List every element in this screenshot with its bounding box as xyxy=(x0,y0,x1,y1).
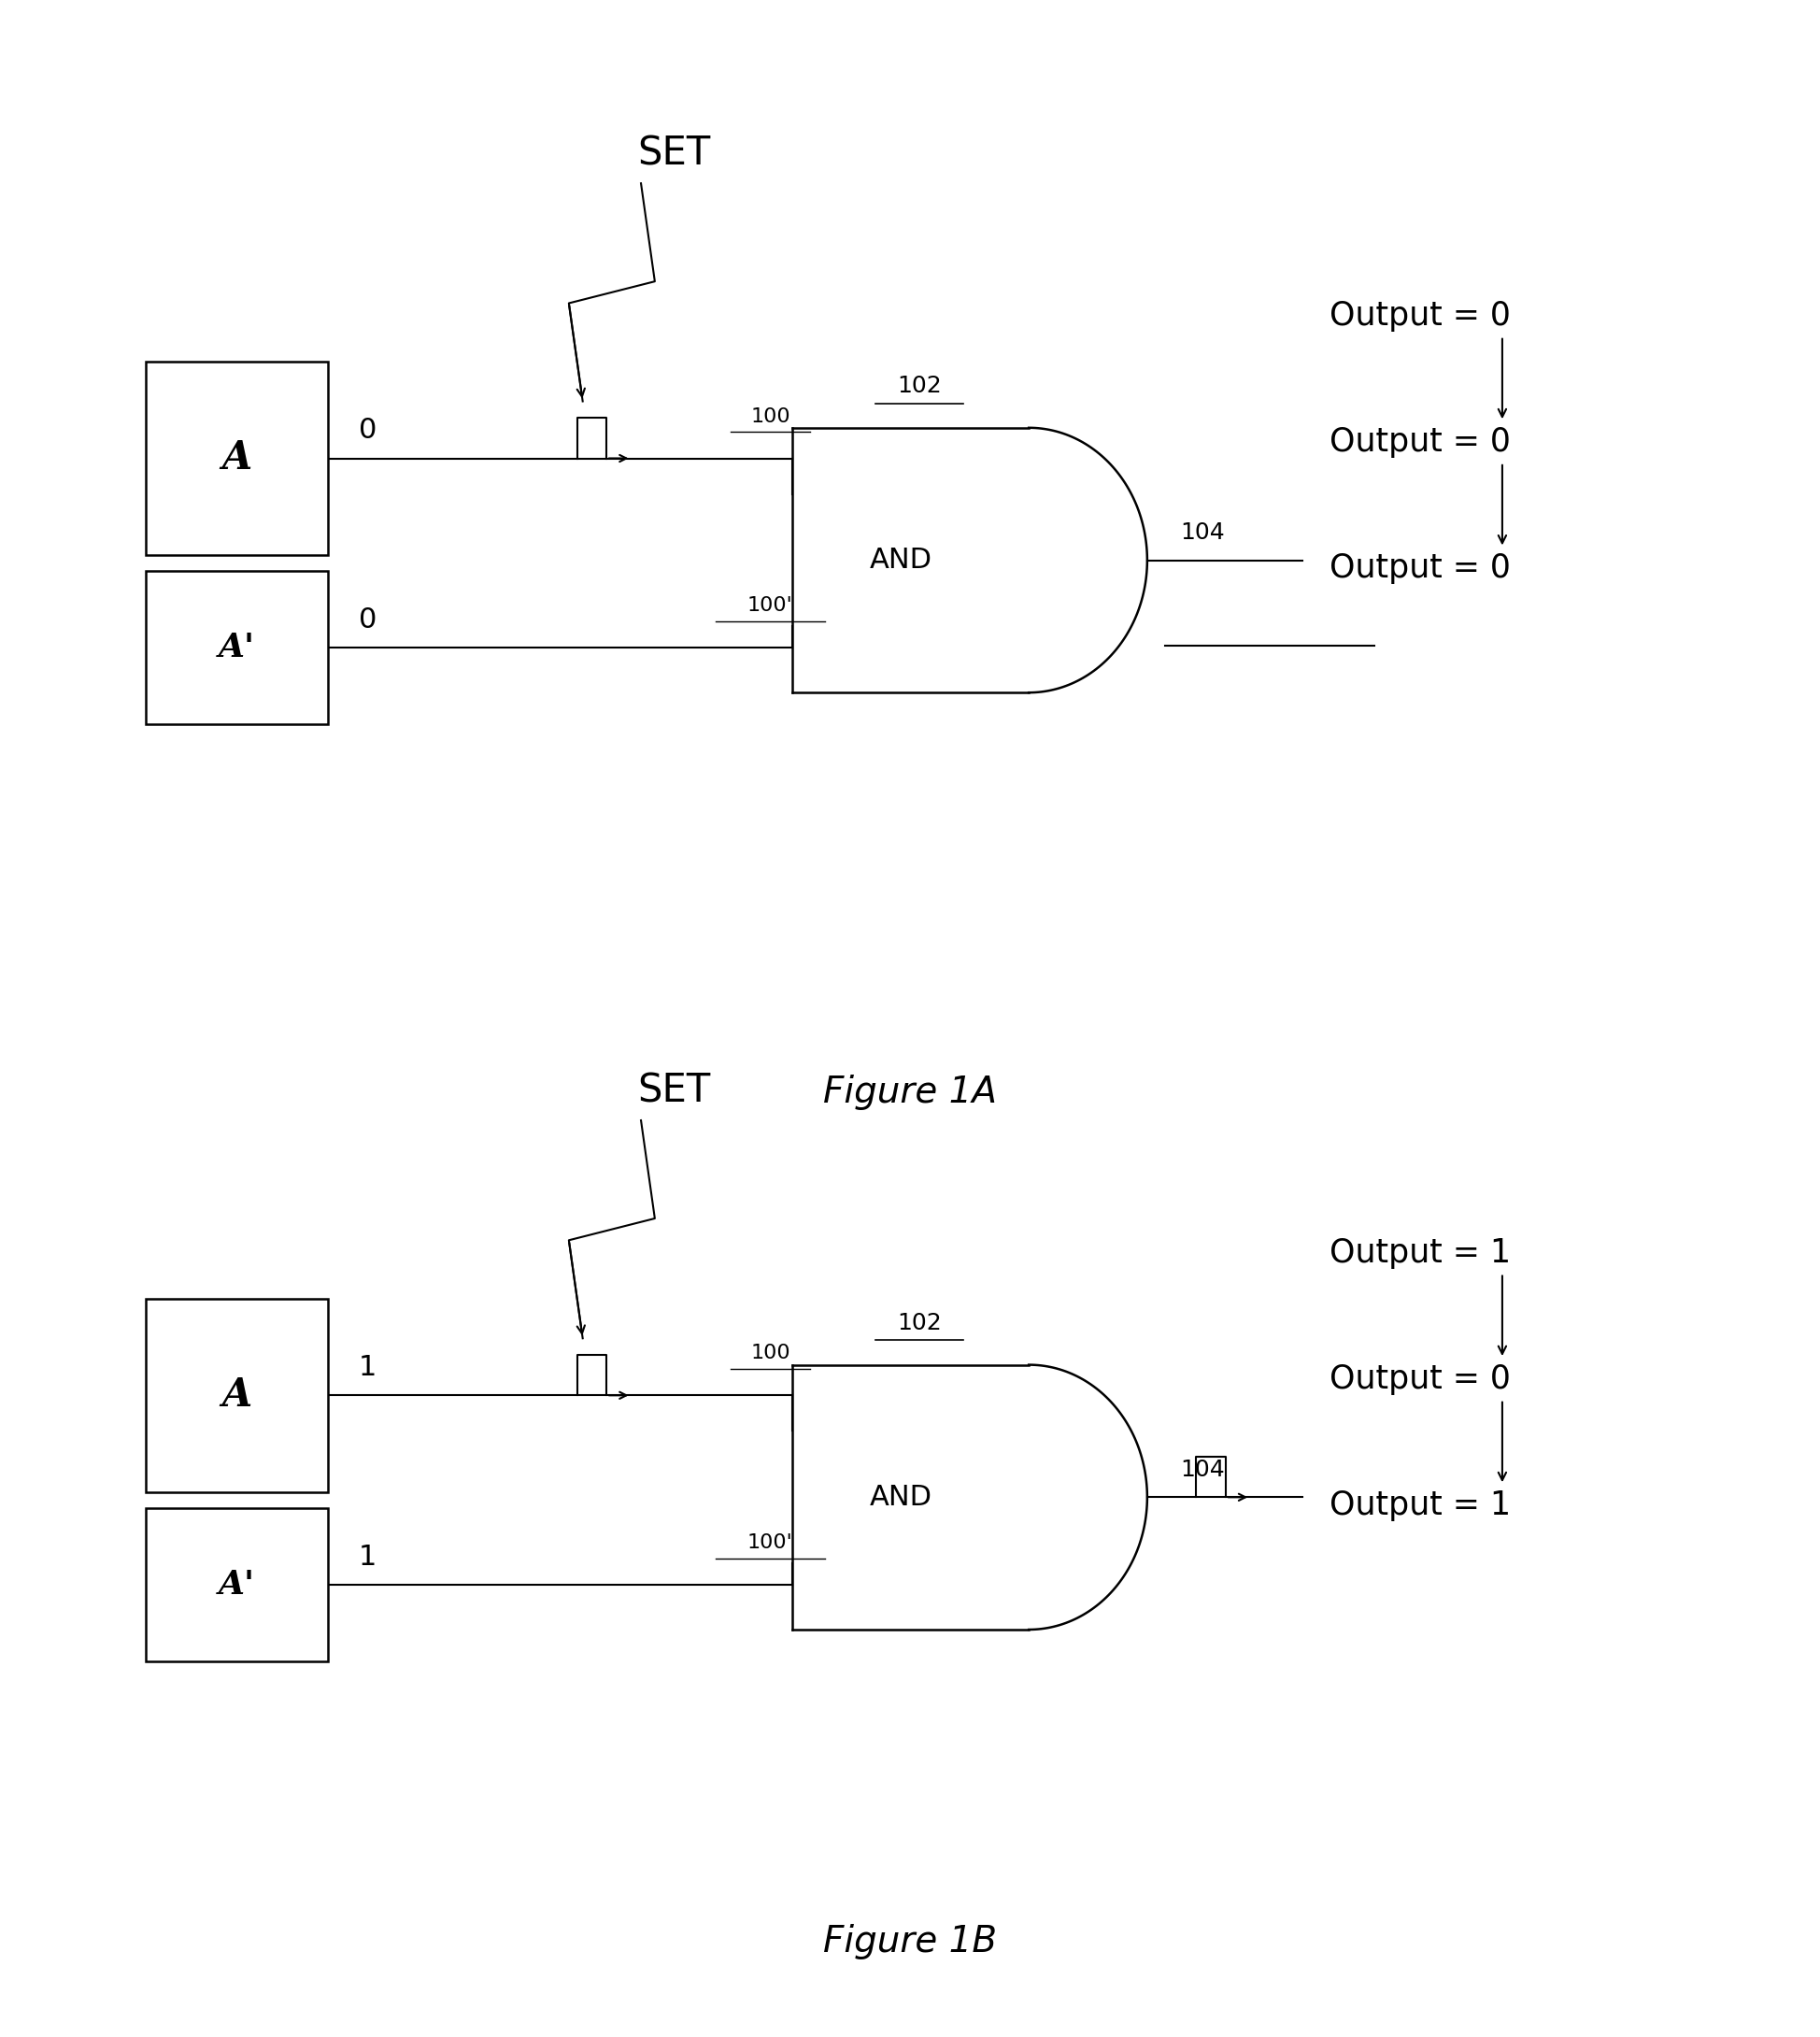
Text: 100: 100 xyxy=(750,1344,790,1363)
Text: 102: 102 xyxy=(897,1312,941,1334)
Text: AND: AND xyxy=(870,546,932,574)
Text: 1: 1 xyxy=(359,1544,377,1571)
Text: AND: AND xyxy=(870,1483,932,1511)
Text: 100': 100' xyxy=(746,597,794,615)
Text: Output = 0: Output = 0 xyxy=(1329,552,1509,585)
Text: 0: 0 xyxy=(359,607,377,634)
Text: SET: SET xyxy=(637,134,710,173)
Text: 104: 104 xyxy=(1179,1458,1223,1481)
Text: A': A' xyxy=(218,1568,255,1601)
Text: Output = 0: Output = 0 xyxy=(1329,299,1509,332)
Text: Figure 1A: Figure 1A xyxy=(823,1076,997,1110)
Text: A: A xyxy=(222,1375,251,1416)
Text: 102: 102 xyxy=(897,375,941,397)
Text: 0: 0 xyxy=(359,418,377,444)
Bar xyxy=(146,1300,328,1491)
Text: SET: SET xyxy=(637,1071,710,1110)
Text: A': A' xyxy=(218,631,255,664)
Text: Output = 0: Output = 0 xyxy=(1329,426,1509,458)
Text: Output = 0: Output = 0 xyxy=(1329,1363,1509,1395)
Text: Output = 1: Output = 1 xyxy=(1329,1489,1511,1522)
Bar xyxy=(146,1507,328,1662)
Bar xyxy=(146,570,328,723)
Bar xyxy=(146,363,328,554)
Text: 104: 104 xyxy=(1179,521,1223,544)
Text: 1: 1 xyxy=(359,1355,377,1381)
Text: Output = 1: Output = 1 xyxy=(1329,1236,1511,1269)
Text: A: A xyxy=(222,438,251,479)
Text: 100': 100' xyxy=(746,1534,794,1552)
Text: Figure 1B: Figure 1B xyxy=(823,1925,997,1960)
Text: 100: 100 xyxy=(750,407,790,426)
